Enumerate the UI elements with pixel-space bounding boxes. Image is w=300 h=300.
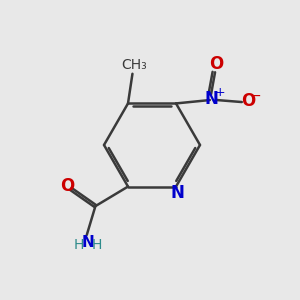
Text: CH₃: CH₃ [122, 58, 147, 72]
Text: N: N [81, 236, 94, 250]
Text: H: H [92, 238, 102, 252]
Text: O: O [60, 177, 74, 195]
Text: O: O [209, 55, 223, 73]
Text: N: N [205, 90, 219, 108]
Text: O: O [241, 92, 255, 110]
Text: N: N [170, 184, 184, 202]
Text: −: − [250, 89, 262, 103]
Text: H: H [74, 238, 84, 252]
Text: +: + [214, 85, 225, 98]
